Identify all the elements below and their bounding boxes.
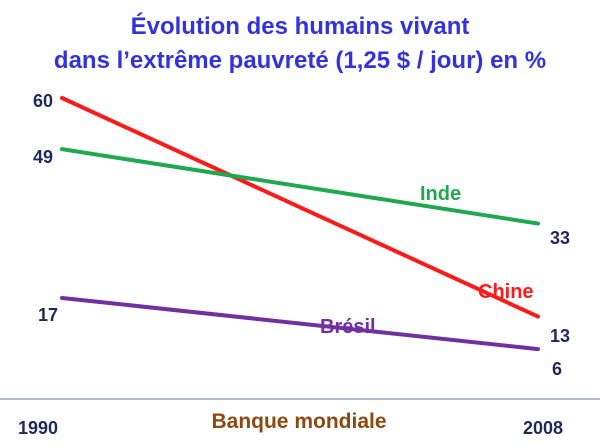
series-label-inde: Inde — [420, 183, 461, 205]
x-tick-2008: 2008 — [523, 418, 563, 438]
value-label-bresil-2008: 6 — [552, 359, 562, 379]
value-label-bresil-1990: 17 — [38, 305, 58, 325]
value-label-chine-1990: 60 — [33, 91, 53, 111]
series-label-chine: Chine — [478, 281, 534, 303]
series-label-bresil: Brésil — [320, 316, 376, 338]
series-lines — [60, 96, 540, 352]
chart-title-line1: Évolution des humains vivant — [131, 12, 470, 40]
value-label-inde-2008: 33 — [550, 228, 570, 248]
chart-title-line2: dans l’extrême pauvreté (1,25 $ / jour) … — [54, 47, 546, 74]
source-label: Banque mondiale — [211, 410, 386, 433]
series-line-bresil — [60, 295, 540, 352]
value-label-chine-2008: 13 — [550, 326, 570, 346]
series-line-chine — [60, 96, 540, 319]
value-label-inde-1990: 49 — [33, 147, 53, 167]
x-tick-1990: 1990 — [18, 418, 58, 438]
series-line-inde — [60, 147, 540, 226]
